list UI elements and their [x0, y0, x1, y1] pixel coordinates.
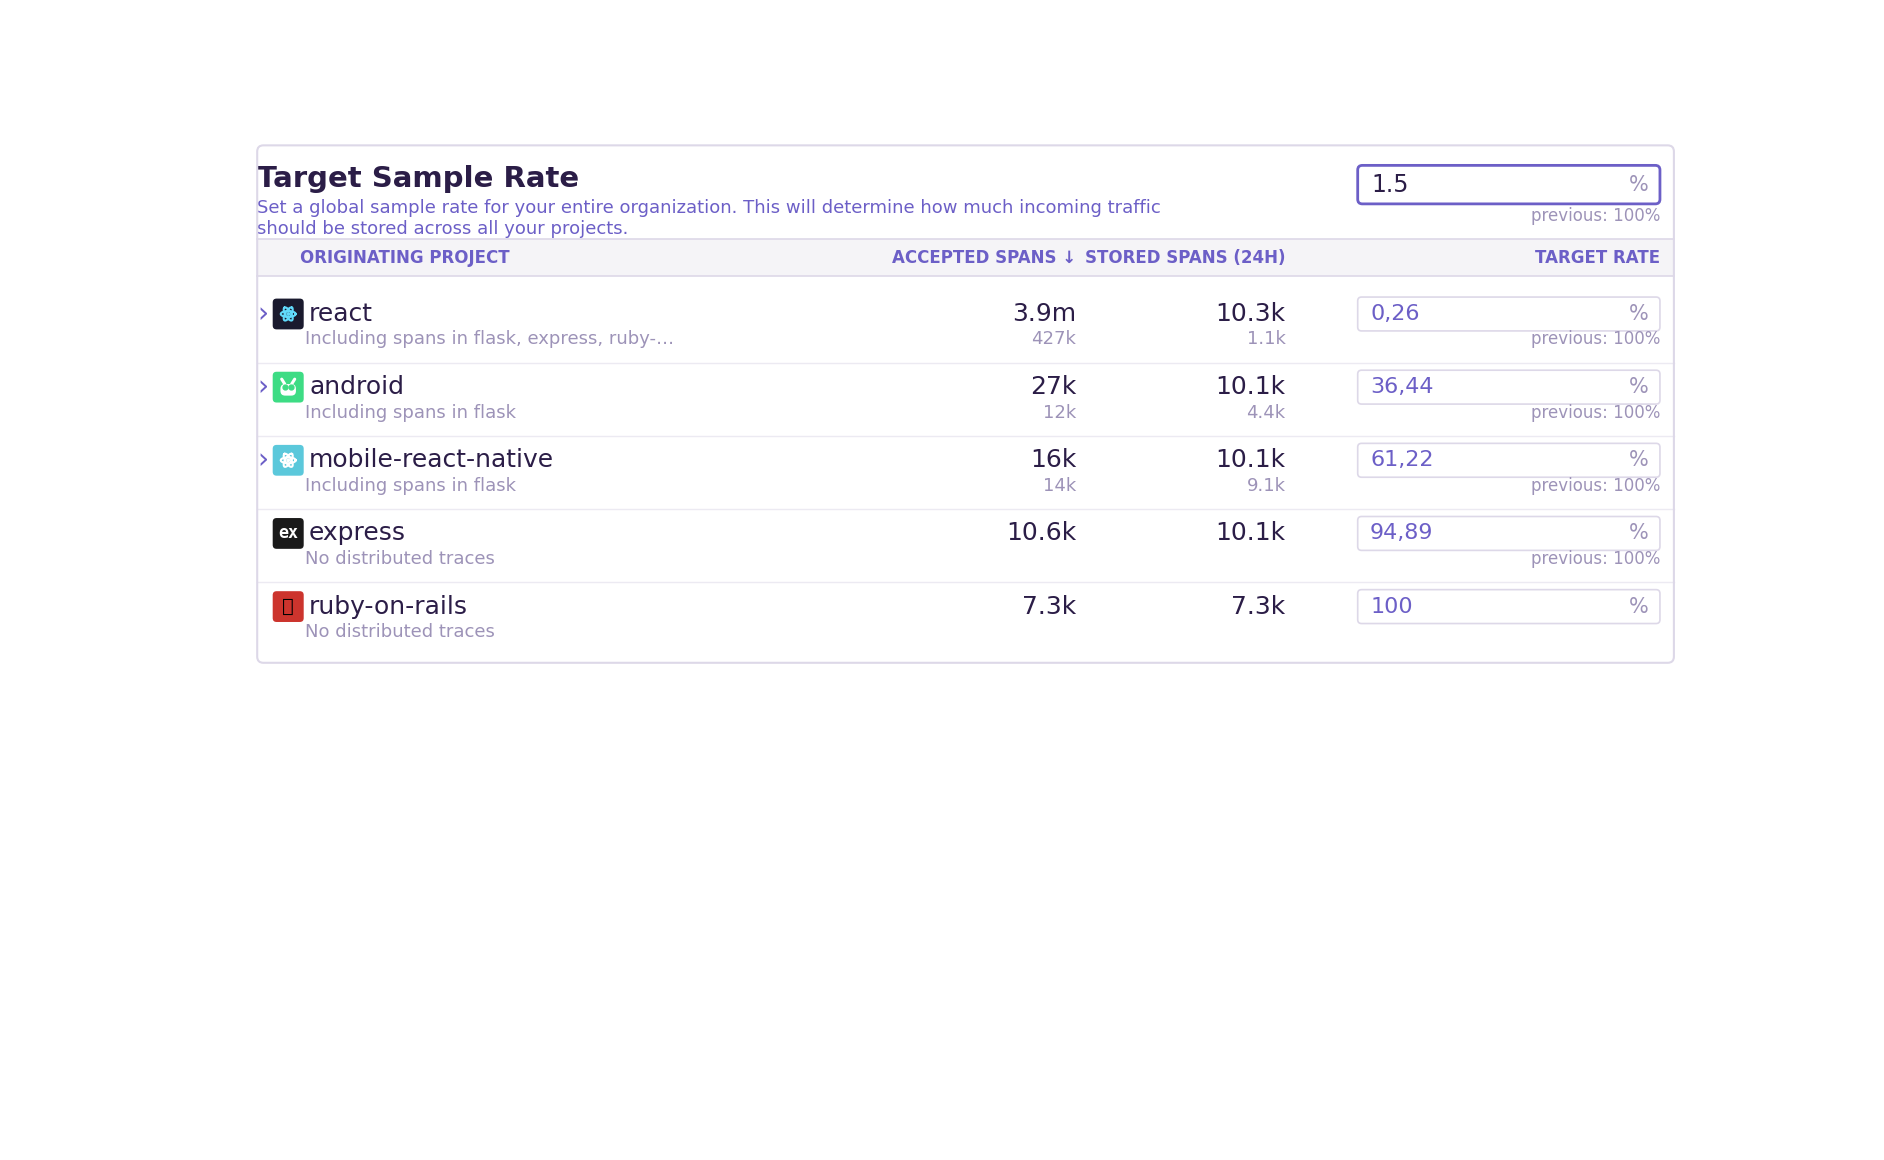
Text: 10.1k: 10.1k — [1215, 522, 1285, 545]
FancyBboxPatch shape — [1358, 166, 1660, 204]
Text: %: % — [1630, 377, 1648, 397]
Text: 10.1k: 10.1k — [1215, 448, 1285, 472]
FancyBboxPatch shape — [1358, 297, 1660, 331]
Text: Including spans in flask: Including spans in flask — [305, 404, 516, 421]
Text: %: % — [1630, 596, 1648, 617]
Text: 10.3k: 10.3k — [1215, 302, 1285, 326]
Text: ORIGINATING PROJECT: ORIGINATING PROJECT — [300, 248, 509, 267]
Text: 427k: 427k — [1032, 331, 1076, 348]
Text: express: express — [309, 522, 407, 545]
FancyBboxPatch shape — [1358, 516, 1660, 550]
Text: ›: › — [258, 300, 269, 328]
FancyBboxPatch shape — [273, 445, 303, 476]
Text: 16k: 16k — [1031, 448, 1076, 472]
FancyBboxPatch shape — [273, 592, 303, 622]
Text: 3.9m: 3.9m — [1012, 302, 1076, 326]
Text: 1.1k: 1.1k — [1247, 331, 1285, 348]
Text: ruby-on-rails: ruby-on-rails — [309, 595, 467, 618]
Text: ›: › — [258, 374, 269, 401]
Circle shape — [286, 313, 290, 316]
Text: 7.3k: 7.3k — [1023, 595, 1076, 618]
Text: previous: 100%: previous: 100% — [1530, 404, 1660, 421]
Text: 9.1k: 9.1k — [1247, 477, 1285, 494]
Text: 14k: 14k — [1044, 477, 1076, 494]
Text: previous: 100%: previous: 100% — [1530, 331, 1660, 348]
Text: Including spans in flask: Including spans in flask — [305, 477, 516, 494]
Text: %: % — [1630, 523, 1648, 543]
Text: %: % — [1630, 450, 1648, 470]
Text: Set a global sample rate for your entire organization. This will determine how m: Set a global sample rate for your entire… — [258, 198, 1161, 217]
Text: 🐦: 🐦 — [283, 597, 294, 616]
Text: ›: › — [258, 447, 269, 474]
Text: No distributed traces: No distributed traces — [305, 623, 495, 641]
Text: previous: 100%: previous: 100% — [1530, 550, 1660, 568]
Text: android: android — [309, 375, 405, 399]
FancyBboxPatch shape — [273, 298, 303, 329]
Text: 10.1k: 10.1k — [1215, 375, 1285, 399]
Text: TARGET RATE: TARGET RATE — [1535, 248, 1660, 267]
Text: 100: 100 — [1370, 596, 1413, 617]
FancyBboxPatch shape — [258, 239, 1673, 276]
Text: should be stored across all your projects.: should be stored across all your project… — [258, 219, 629, 238]
Text: 12k: 12k — [1044, 404, 1076, 421]
Text: 36,44: 36,44 — [1370, 377, 1434, 397]
Text: 27k: 27k — [1031, 375, 1076, 399]
Text: react: react — [309, 302, 373, 326]
Text: 0,26: 0,26 — [1370, 304, 1421, 324]
FancyBboxPatch shape — [1358, 589, 1660, 624]
FancyBboxPatch shape — [281, 384, 296, 396]
Text: 10.6k: 10.6k — [1006, 522, 1076, 545]
Text: 1.5: 1.5 — [1372, 173, 1409, 197]
Text: %: % — [1628, 175, 1648, 195]
FancyBboxPatch shape — [273, 519, 303, 549]
Text: 94,89: 94,89 — [1370, 523, 1434, 543]
Text: ex: ex — [279, 524, 298, 543]
Text: Including spans in flask, express, ruby-…: Including spans in flask, express, ruby-… — [305, 331, 674, 348]
FancyBboxPatch shape — [273, 371, 303, 403]
FancyBboxPatch shape — [1358, 443, 1660, 477]
Text: 61,22: 61,22 — [1370, 450, 1434, 470]
Text: mobile-react-native: mobile-react-native — [309, 448, 554, 472]
Circle shape — [286, 459, 290, 462]
Text: previous: 100%: previous: 100% — [1530, 477, 1660, 494]
Text: No distributed traces: No distributed traces — [305, 550, 495, 568]
Text: 7.3k: 7.3k — [1232, 595, 1285, 618]
Text: Target Sample Rate: Target Sample Rate — [258, 165, 578, 194]
Text: STORED SPANS (24H): STORED SPANS (24H) — [1085, 248, 1285, 267]
Text: 4.4k: 4.4k — [1247, 404, 1285, 421]
FancyBboxPatch shape — [1358, 370, 1660, 404]
Text: %: % — [1630, 304, 1648, 324]
Text: previous: 100%: previous: 100% — [1530, 208, 1660, 225]
Text: ACCEPTED SPANS ↓: ACCEPTED SPANS ↓ — [893, 248, 1076, 267]
